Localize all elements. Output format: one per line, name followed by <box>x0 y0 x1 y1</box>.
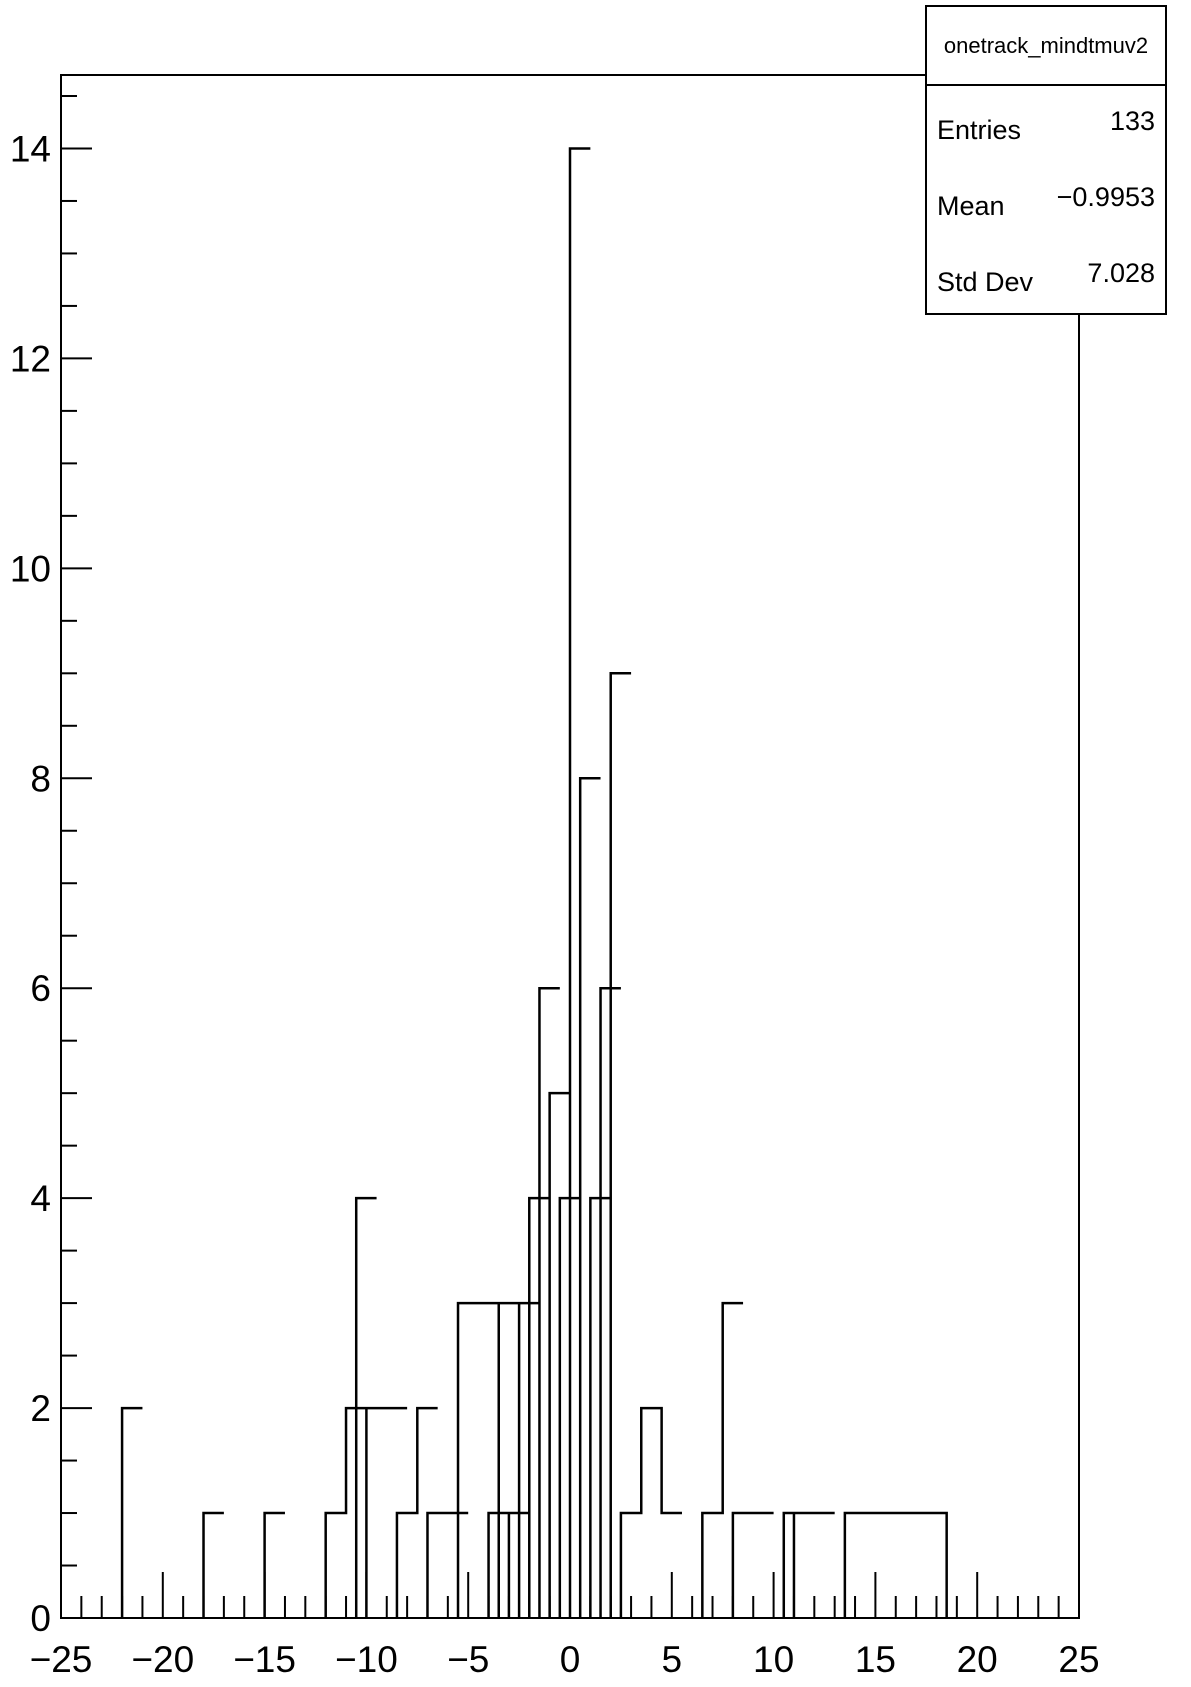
histogram-bin <box>122 1408 142 1618</box>
histogram-bin <box>265 1513 285 1618</box>
histogram-bin <box>733 1513 753 1618</box>
stats-mean-value: −0.9953 <box>1056 181 1155 212</box>
x-axis: −25 −20 −15 −10 −5 0 5 10 15 20 25 <box>30 1572 1100 1680</box>
y-axis: 0 2 4 6 8 10 12 14 <box>10 94 92 1639</box>
y-tick-label: 8 <box>30 758 51 799</box>
y-tick-label: 12 <box>10 338 51 379</box>
histogram-bin <box>204 1513 224 1618</box>
x-tick-label: 10 <box>753 1639 794 1680</box>
histogram-bins <box>122 148 947 1618</box>
x-tick-label: −5 <box>447 1639 489 1680</box>
histogram-bin <box>458 1303 478 1618</box>
stats-std-value: 7.028 <box>1087 257 1155 288</box>
stats-title: onetrack_mindtmuv2 <box>927 7 1165 86</box>
x-tick-label: 5 <box>662 1639 683 1680</box>
histogram-bin <box>366 1408 386 1618</box>
x-tick-label: 20 <box>957 1639 998 1680</box>
x-tick-label: 25 <box>1058 1639 1099 1680</box>
y-tick-label: 0 <box>30 1598 51 1639</box>
stats-std-label: Std Dev <box>937 266 1034 297</box>
stats-row-mean: Mean −0.9953 <box>927 162 1165 238</box>
x-tick-label: −10 <box>335 1639 398 1680</box>
stats-box: onetrack_mindtmuv2 Entries 133 Mean −0.9… <box>925 5 1167 315</box>
histogram-bin <box>794 1513 814 1618</box>
y-tick-label: 6 <box>30 968 51 1009</box>
y-tick-label: 14 <box>10 128 51 169</box>
x-tick-label: −15 <box>233 1639 296 1680</box>
x-tick-label: −25 <box>30 1639 93 1680</box>
histogram-bin <box>641 1408 661 1618</box>
histogram-bin <box>326 1513 346 1618</box>
x-tick-label: 15 <box>855 1639 896 1680</box>
stats-entries-label: Entries <box>937 114 1022 145</box>
stats-mean-label: Mean <box>937 190 1005 221</box>
histogram-outline <box>120 147 948 1618</box>
y-tick-label: 4 <box>30 1178 51 1219</box>
histogram-bin <box>753 1513 773 1618</box>
stats-entries-value: 133 <box>1109 105 1155 136</box>
y-tick-label: 10 <box>10 548 51 589</box>
x-tick-label: −20 <box>131 1639 194 1680</box>
histogram-bin <box>611 673 631 1618</box>
x-tick-label: 0 <box>560 1639 581 1680</box>
histogram-bin <box>427 1513 447 1618</box>
stats-row-entries: Entries 133 <box>927 86 1165 162</box>
y-tick-label: 2 <box>30 1388 51 1429</box>
stats-row-std: Std Dev 7.028 <box>927 238 1165 314</box>
histogram-bin <box>814 1513 834 1618</box>
